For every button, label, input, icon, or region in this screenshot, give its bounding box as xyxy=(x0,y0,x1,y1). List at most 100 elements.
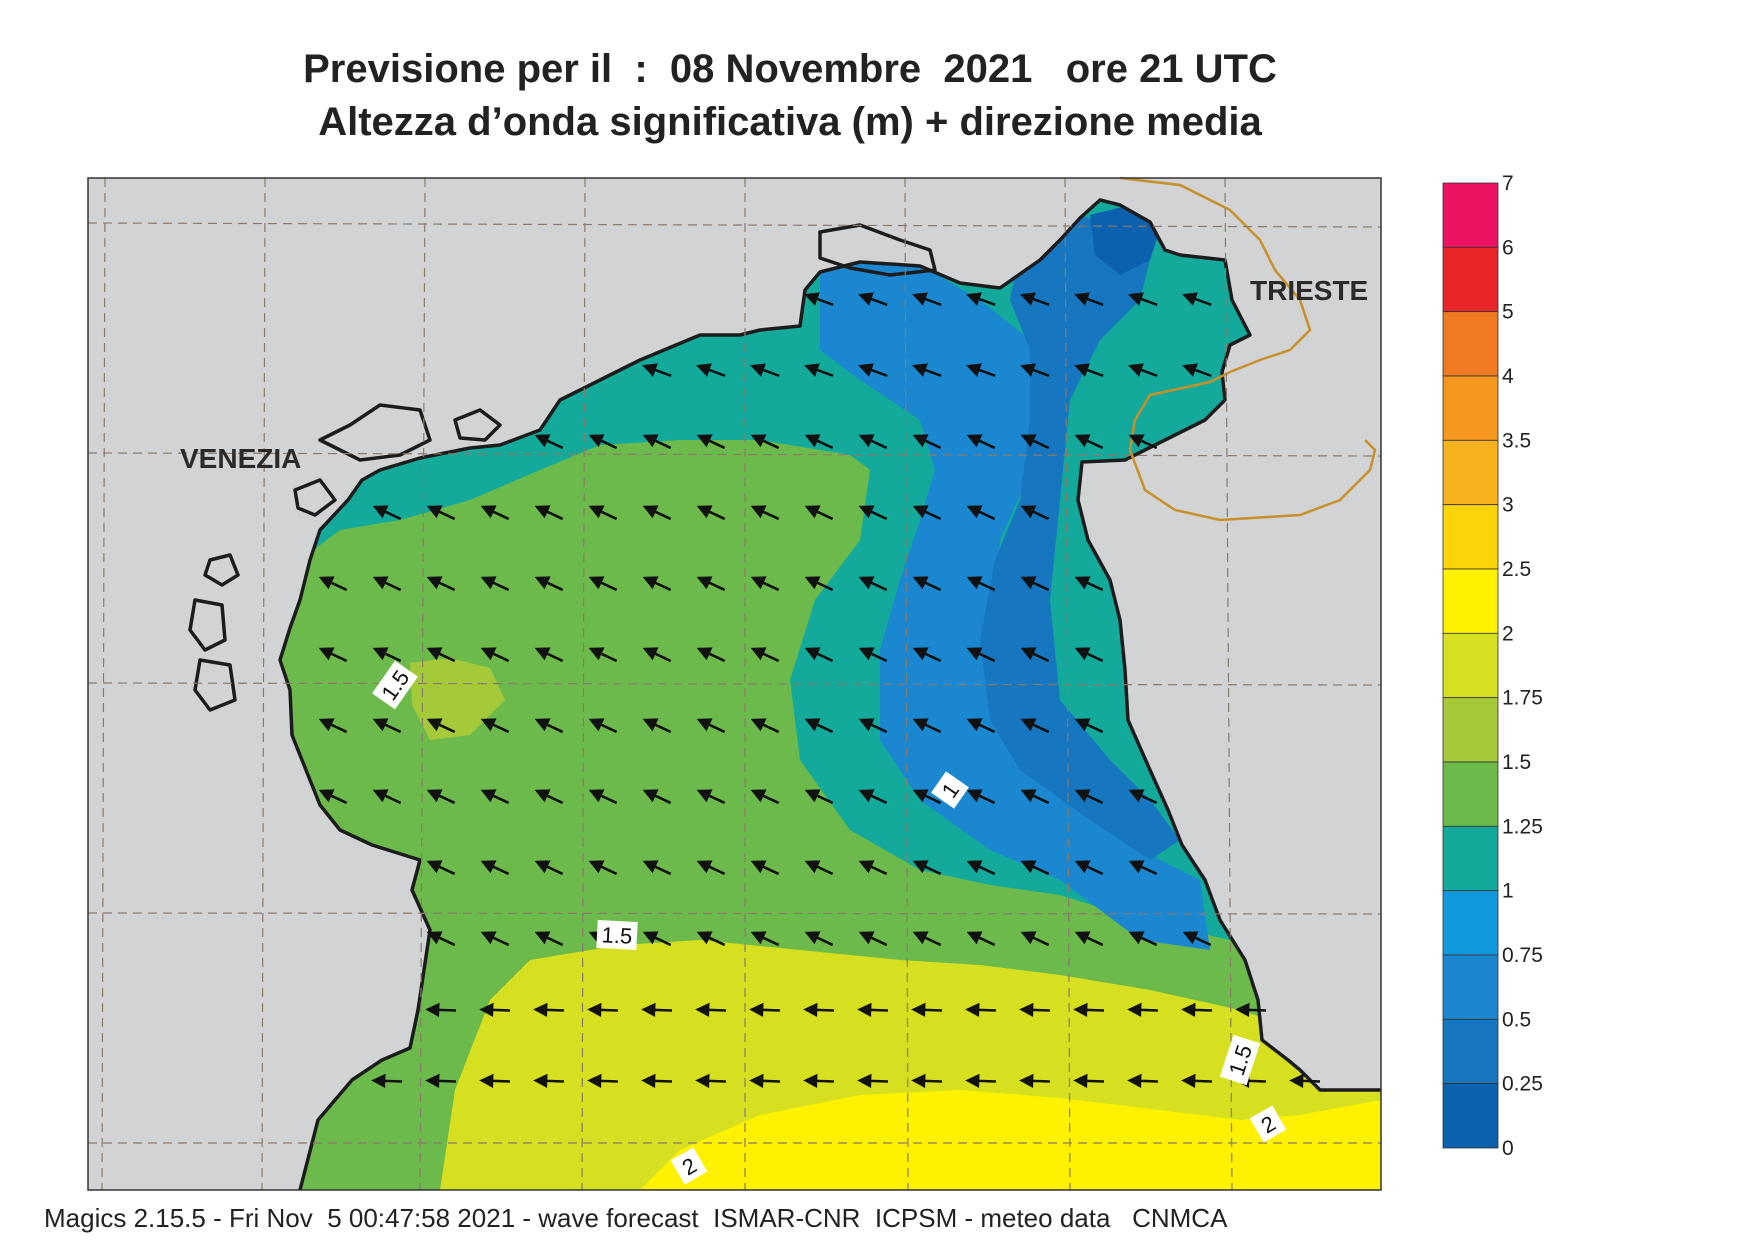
wave-arrow-head xyxy=(642,434,659,448)
wave-arrow-head xyxy=(588,505,605,519)
city-label-venezia: VENEZIA xyxy=(180,443,301,474)
wave-arrow-head xyxy=(1020,860,1037,874)
legend-swatch xyxy=(1442,761,1499,827)
wave-arrow-head xyxy=(804,860,821,874)
wave-arrow-head xyxy=(966,505,983,519)
wave-arrow-head xyxy=(696,434,713,448)
wave-arrow-head xyxy=(480,931,497,945)
wave-arrow-head xyxy=(641,1073,656,1089)
wave-arrow-head xyxy=(696,363,712,377)
wave-arrow-head xyxy=(642,718,659,732)
legend-swatch xyxy=(1442,1083,1499,1149)
legend-swatch xyxy=(1442,375,1499,441)
wave-arrow-head xyxy=(318,576,335,590)
wave-arrow-head xyxy=(587,1073,602,1089)
wave-arrow-head xyxy=(318,789,335,803)
svg-text:1.5: 1.5 xyxy=(601,922,633,949)
legend-label: 7 xyxy=(1502,172,1514,195)
legend-swatch xyxy=(1442,632,1499,699)
wave-arrow-head xyxy=(912,647,929,661)
wave-arrow-head xyxy=(750,363,766,377)
wave-arrow-head xyxy=(965,1002,980,1018)
wave-arrow-head xyxy=(695,1073,710,1089)
wave-arrow-head xyxy=(912,434,929,448)
wave-arrow-head xyxy=(749,1073,764,1089)
legend-swatch xyxy=(1442,954,1499,1020)
wave-arrow-head xyxy=(1074,434,1091,448)
contour-label-5: 2 xyxy=(1249,1105,1287,1143)
wave-arrow-head xyxy=(642,647,659,661)
wave-arrow-head xyxy=(372,505,389,519)
wave-arrow-head xyxy=(858,363,874,377)
wave-arrow-head xyxy=(425,1002,440,1018)
wave-arrow-head xyxy=(966,363,982,377)
legend-label: 0.5 xyxy=(1502,1008,1531,1031)
wave-arrow-head xyxy=(372,647,389,661)
wave-arrow-head xyxy=(1020,363,1036,377)
legend-label: 1.5 xyxy=(1502,751,1531,774)
legend-label: 0.25 xyxy=(1502,1073,1543,1096)
wave-arrow-head xyxy=(1074,576,1091,590)
wave-arrow-head xyxy=(1128,931,1145,945)
wave-arrow-head xyxy=(426,789,443,803)
wave-arrow-head xyxy=(426,576,443,590)
wave-arrow-head xyxy=(966,647,983,661)
wave-arrow-head xyxy=(804,292,820,306)
wave-arrow-head xyxy=(1019,1073,1034,1089)
contour-labels: 1.5 1 1.5 1.5 2 2 xyxy=(372,660,1287,1185)
wave-arrow-head xyxy=(534,647,551,661)
wave-arrow-head xyxy=(1073,1073,1088,1089)
wave-arrow-head xyxy=(696,860,713,874)
map-frame xyxy=(87,177,1382,1191)
wave-arrow-head xyxy=(749,1002,764,1018)
wave-arrow-head xyxy=(1020,434,1037,448)
legend-label: 0 xyxy=(1502,1137,1514,1160)
wave-arrow-head xyxy=(1020,505,1037,519)
wave-arrow-head xyxy=(1128,363,1144,377)
wave-arrow-head xyxy=(534,505,551,519)
wave-arrow-head xyxy=(1128,292,1144,306)
wave-arrow-head xyxy=(1074,789,1091,803)
wave-arrow-head xyxy=(1074,931,1091,945)
legend-label: 5 xyxy=(1502,301,1514,324)
wave-arrow-head xyxy=(750,505,767,519)
legend-label: 2 xyxy=(1502,622,1514,645)
map-subtitle: Altezza d’onda significativa (m) + direz… xyxy=(318,100,1262,144)
wave-arrow-head xyxy=(966,434,983,448)
wave-arrow-head xyxy=(480,860,497,874)
wave-arrow-head xyxy=(1128,434,1145,448)
wave-arrow-head xyxy=(1128,860,1145,874)
wave-arrow-head xyxy=(642,860,659,874)
wave-arrow-head xyxy=(858,292,874,306)
wave-arrow-head xyxy=(912,931,929,945)
wave-arrow-head xyxy=(696,647,713,661)
wave-arrow-head xyxy=(750,647,767,661)
wave-arrow-head xyxy=(858,576,875,590)
contour-label-2: 1 xyxy=(931,771,969,809)
wave-arrow-head xyxy=(588,576,605,590)
wave-arrow-head xyxy=(803,1073,818,1089)
wave-arrow-head xyxy=(696,576,713,590)
wave-arrow-head xyxy=(804,363,820,377)
wave-arrow-head xyxy=(642,576,659,590)
wave-arrow-head xyxy=(587,1002,602,1018)
wave-arrow-head xyxy=(858,718,875,732)
legend-label: 0.75 xyxy=(1502,944,1543,967)
wave-arrow-head xyxy=(642,363,658,377)
wave-arrow-head xyxy=(534,789,551,803)
wave-arrow-head xyxy=(480,789,497,803)
wave-arrow-head xyxy=(479,1002,494,1018)
wave-arrow-head xyxy=(1182,292,1198,306)
wave-arrow-head xyxy=(426,931,443,945)
wave-arrow-head xyxy=(804,647,821,661)
wave-arrow-head xyxy=(750,576,767,590)
wave-arrow-head xyxy=(804,718,821,732)
wave-arrow-head xyxy=(912,789,929,803)
wave-arrow-head xyxy=(534,718,551,732)
wave-arrow-head xyxy=(696,931,713,945)
contour-label-3: 1.5 xyxy=(596,919,638,951)
legend-label: 4 xyxy=(1502,365,1514,388)
wave-arrow-head xyxy=(1020,647,1037,661)
wave-arrow-head xyxy=(1127,1002,1142,1018)
wave-arrow-head xyxy=(857,1002,872,1018)
